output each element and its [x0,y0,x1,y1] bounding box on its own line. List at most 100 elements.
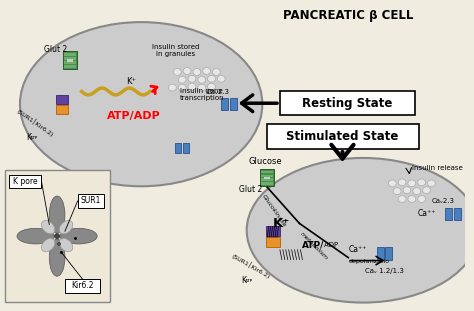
Ellipse shape [188,75,196,82]
Bar [175,143,181,153]
Bar [266,237,280,247]
Bar [56,105,68,114]
Bar [261,179,273,181]
Text: Ca⁺⁺: Ca⁺⁺ [349,245,367,254]
Ellipse shape [393,188,401,195]
Text: (SUR1│Kir6.2): (SUR1│Kir6.2) [16,107,55,138]
Text: Insulin release: Insulin release [412,165,463,171]
Ellipse shape [413,188,420,195]
Ellipse shape [20,22,262,186]
Text: Kir6.2: Kir6.2 [71,281,94,290]
Bar [221,98,228,110]
Bar [64,61,76,64]
Text: PANCREATIC β CELL: PANCREATIC β CELL [283,9,413,22]
Text: depolarizatio: depolarizatio [348,259,389,264]
Ellipse shape [60,228,97,244]
Ellipse shape [388,180,396,187]
Text: metabolism: metabolism [299,231,329,261]
Bar [377,247,383,260]
Ellipse shape [168,84,176,91]
Text: ATP/ADP: ATP/ADP [107,111,160,121]
Ellipse shape [246,158,474,303]
Bar [230,98,237,110]
Text: ᴀᴛᴘ: ᴀᴛᴘ [29,135,38,140]
Text: Glut 2: Glut 2 [44,45,67,54]
Ellipse shape [403,187,411,194]
Ellipse shape [188,83,196,90]
Ellipse shape [193,68,201,75]
Ellipse shape [408,180,416,187]
Ellipse shape [178,76,186,83]
Ellipse shape [203,67,210,74]
Bar [63,51,77,69]
Text: ​ADP: ​ADP [324,242,338,248]
Text: Ca⁺⁺: Ca⁺⁺ [418,209,436,218]
Bar [445,208,452,220]
Ellipse shape [418,196,426,202]
Ellipse shape [218,75,225,82]
Text: Glucose: Glucose [248,157,282,166]
Text: Caᵥ2.3: Caᵥ2.3 [207,90,230,95]
Bar [65,279,100,293]
Bar [267,124,419,149]
Bar [261,174,273,177]
Ellipse shape [41,220,55,234]
Text: K pore: K pore [12,177,37,186]
Bar [9,174,41,188]
Bar [261,171,273,173]
Bar [280,91,415,115]
Ellipse shape [198,76,206,83]
Ellipse shape [59,239,73,252]
Text: K⁺: K⁺ [127,77,137,86]
Text: Resting State: Resting State [302,97,392,110]
Ellipse shape [418,179,426,186]
Bar [56,95,68,104]
Ellipse shape [398,196,406,202]
Text: Insulin stored
in granules: Insulin stored in granules [152,44,199,57]
Ellipse shape [423,187,430,194]
Text: ᴀᴛᴘ: ᴀᴛᴘ [245,278,253,283]
Ellipse shape [198,84,206,91]
Ellipse shape [428,180,435,187]
Text: Glut 2: Glut 2 [239,185,262,194]
Text: Stimulated State: Stimulated State [286,130,399,143]
Ellipse shape [55,234,60,239]
Ellipse shape [212,68,220,75]
Bar [454,208,461,220]
Bar [385,247,392,260]
Bar [78,194,104,208]
Ellipse shape [398,179,406,186]
Ellipse shape [408,196,416,202]
Ellipse shape [49,239,65,276]
Text: ATP/: ATP/ [301,240,324,249]
Bar [183,143,189,153]
Text: Glucokinase: Glucokinase [261,194,287,228]
Ellipse shape [208,75,215,82]
Bar [64,65,76,67]
Text: Caᵥ 1.2/1.3: Caᵥ 1.2/1.3 [365,268,404,274]
Ellipse shape [183,67,191,74]
Bar [266,226,280,236]
Text: K: K [26,133,31,142]
Ellipse shape [41,239,55,252]
Ellipse shape [49,196,65,233]
Ellipse shape [59,220,73,234]
Bar [5,170,110,302]
Ellipse shape [178,84,186,91]
Ellipse shape [57,243,61,245]
Text: (SUR1│Kir6.2): (SUR1│Kir6.2) [230,252,271,279]
Text: K: K [241,276,246,285]
Text: Caᵥ2.3: Caᵥ2.3 [432,198,455,204]
Bar [261,182,273,185]
Bar [264,177,270,179]
Bar [64,53,76,56]
Text: SUR1: SUR1 [80,197,100,206]
Bar [64,57,76,60]
Text: K⁺: K⁺ [272,217,290,230]
Ellipse shape [173,68,181,75]
Ellipse shape [17,228,54,244]
Bar [260,169,274,186]
Bar [67,59,73,62]
Ellipse shape [208,83,215,90]
Text: Insulin gene
transcription: Insulin gene transcription [180,88,225,101]
